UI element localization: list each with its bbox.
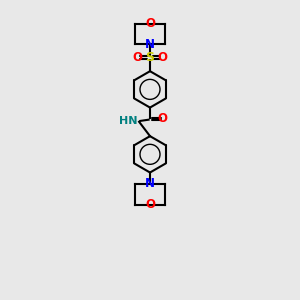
Text: O: O [158,51,167,64]
Text: O: O [133,51,142,64]
Text: O: O [145,17,155,30]
Text: N: N [145,177,155,190]
Text: O: O [145,198,155,211]
Text: O: O [158,112,167,125]
Text: N: N [145,38,155,51]
Text: S: S [146,51,154,64]
Text: HN: HN [119,116,137,126]
